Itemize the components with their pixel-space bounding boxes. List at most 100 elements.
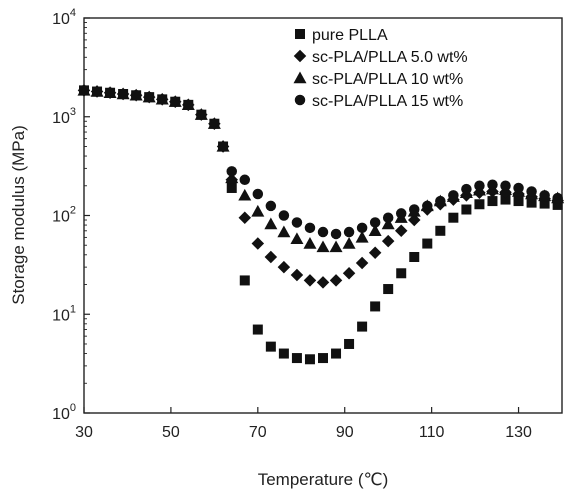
data-point <box>381 217 395 230</box>
data-point <box>251 204 265 217</box>
data-point <box>104 87 116 98</box>
data-point <box>239 275 250 286</box>
data-point <box>183 99 194 111</box>
data-point <box>500 180 511 192</box>
data-point <box>225 171 239 184</box>
data-point <box>252 188 264 200</box>
x-tick-label: 130 <box>505 424 532 441</box>
legend-marker <box>294 94 306 106</box>
legend-label: pure PLLA <box>312 27 388 44</box>
data-point <box>356 222 368 234</box>
data-point <box>156 94 168 105</box>
x-tick-label: 30 <box>75 424 93 441</box>
data-point <box>265 200 277 212</box>
data-point <box>290 232 304 245</box>
data-point <box>409 204 420 215</box>
data-point <box>291 353 302 364</box>
data-point <box>277 225 291 238</box>
data-point <box>487 196 498 207</box>
data-point <box>474 199 485 210</box>
y-tick-label: 102 <box>52 205 76 226</box>
data-point <box>251 237 265 250</box>
legend-label: sc-PLA/PLLA 5.0 wt% <box>312 49 468 66</box>
data-point <box>304 222 316 234</box>
data-point <box>422 200 433 212</box>
legend-marker <box>295 29 305 39</box>
data-point <box>474 180 485 192</box>
data-point <box>513 196 524 207</box>
data-point <box>448 190 459 201</box>
data-point <box>278 210 290 221</box>
data-point <box>342 267 356 280</box>
x-tick-label: 50 <box>162 424 180 441</box>
series-4 <box>78 85 563 240</box>
x-axis-label: Temperature (℃) <box>258 470 389 489</box>
data-point <box>370 301 381 312</box>
data-point <box>264 217 278 230</box>
y-tick-label: 101 <box>52 303 76 324</box>
data-point <box>331 348 342 359</box>
x-tick-label: 70 <box>249 424 267 441</box>
y-tick-label: 104 <box>52 7 76 28</box>
x-tick-label: 110 <box>419 424 445 441</box>
data-point <box>435 225 446 236</box>
data-point <box>344 338 355 349</box>
legend-marker <box>293 49 307 63</box>
data-point <box>461 183 472 195</box>
data-point <box>369 217 381 228</box>
legend-label: sc-PLA/PLLA 10 wt% <box>312 71 463 88</box>
data-point <box>342 237 356 249</box>
y-tick-label: 100 <box>52 402 76 423</box>
x-tick-label: 90 <box>336 424 354 441</box>
data-point <box>526 186 537 197</box>
data-point <box>448 212 459 223</box>
data-point <box>238 188 252 201</box>
data-point <box>117 88 129 100</box>
data-point <box>217 141 229 152</box>
data-point <box>278 348 289 359</box>
data-point <box>396 268 407 279</box>
data-point <box>368 246 382 259</box>
data-point <box>394 224 408 238</box>
data-point <box>355 230 369 243</box>
data-point <box>409 251 420 262</box>
data-point <box>317 226 329 238</box>
data-point <box>500 194 511 205</box>
y-tick-label: 103 <box>52 106 76 127</box>
data-points <box>77 83 565 365</box>
legend-label: sc-PLA/PLLA 15 wt% <box>312 93 463 110</box>
legend: pure PLLA sc-PLA/PLLA 5.0 wt% sc-PLA/PLLA … <box>293 27 468 110</box>
data-point <box>552 192 563 204</box>
data-point <box>303 237 317 249</box>
data-point <box>461 204 472 215</box>
data-point <box>91 86 103 97</box>
y-tick-labels: 100 101 102 103 104 <box>52 7 76 423</box>
data-point <box>226 166 237 177</box>
data-point <box>422 238 433 249</box>
x-tick-labels: 30 50 70 90 110 130 <box>75 424 532 441</box>
data-point <box>291 217 303 228</box>
data-point <box>435 195 446 207</box>
data-point <box>381 234 395 248</box>
data-point <box>395 208 407 219</box>
data-point <box>329 274 343 287</box>
data-point <box>239 174 251 186</box>
data-point <box>487 179 498 190</box>
data-point <box>78 85 90 96</box>
data-point <box>316 276 330 289</box>
data-point <box>252 324 263 335</box>
data-point <box>196 109 207 120</box>
data-point <box>264 250 278 264</box>
axis-ticks <box>83 17 520 414</box>
data-point <box>330 228 342 240</box>
data-point <box>357 321 368 332</box>
data-point <box>383 284 394 295</box>
data-point <box>318 353 328 364</box>
data-point <box>290 268 304 282</box>
data-point <box>265 341 276 352</box>
data-point <box>170 96 181 107</box>
data-point <box>303 274 317 287</box>
series-1 <box>79 85 563 365</box>
data-point <box>143 91 155 103</box>
